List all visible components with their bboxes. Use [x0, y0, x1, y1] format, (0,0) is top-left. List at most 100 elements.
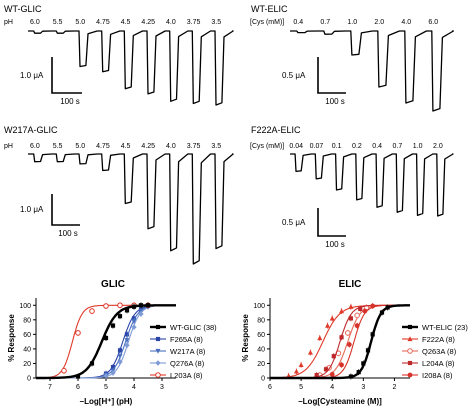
- data-point: [117, 359, 123, 365]
- legend-marker: [155, 336, 161, 342]
- legend-entry: I208A (8): [422, 371, 453, 380]
- fit-curve: [36, 304, 176, 379]
- x-tick-label: 4: [132, 384, 136, 391]
- data-point: [298, 362, 304, 368]
- y-tick-label: 100: [19, 303, 31, 310]
- trace-conc-value: 6.0: [30, 19, 40, 26]
- trace-conc-value: 4.25: [141, 143, 155, 150]
- data-point: [124, 308, 130, 313]
- current-trace: [290, 30, 455, 112]
- data-point: [138, 311, 144, 317]
- trace-conc-value: 4.0: [401, 19, 411, 26]
- data-point: [346, 342, 352, 347]
- legend-marker: [407, 360, 413, 366]
- trace-conc-label: pH: [4, 143, 13, 150]
- scale-bar-current-label: 0.5 μA: [282, 71, 306, 80]
- data-point: [329, 371, 335, 377]
- data-point: [124, 342, 130, 348]
- trace-conc-value: 5.5: [53, 143, 63, 150]
- x-axis-label: –Log[H⁺] (pH): [80, 397, 133, 406]
- current-trace: [28, 153, 234, 265]
- x-axis-label: –Log[Cysteamine (M)]: [298, 397, 382, 406]
- legend-entry: Q276A (8): [170, 359, 205, 368]
- data-point: [354, 323, 360, 329]
- x-tick-label: 6: [268, 384, 272, 391]
- legend-marker: [407, 336, 413, 342]
- x-tick-label: 2: [392, 384, 396, 391]
- scale-bar-time-label: 100 s: [325, 97, 345, 106]
- y-tick-label: 20: [23, 361, 31, 368]
- data-point: [131, 319, 137, 324]
- trace-panel-label: WT-ELIC: [251, 4, 288, 14]
- chart-title: GLIC: [101, 279, 125, 290]
- x-tick-label: 7: [48, 384, 52, 391]
- trace-conc-value: 0.4: [293, 19, 303, 26]
- x-tick-label: 3: [160, 384, 164, 391]
- trace-conc-value: 5.0: [75, 143, 85, 150]
- trace-conc-label: pH: [4, 19, 13, 26]
- data-point: [110, 364, 116, 370]
- data-point: [110, 323, 116, 328]
- trace-conc-value: 0.7: [320, 19, 330, 26]
- trace-conc-value: 2.0: [374, 19, 384, 26]
- fit-curve: [270, 304, 410, 379]
- data-point: [331, 354, 336, 359]
- scale-bar-time-label: 100 s: [60, 97, 80, 106]
- scale-bar: [51, 57, 82, 94]
- data-point: [370, 332, 375, 337]
- trace-conc-value: 6.0: [428, 19, 438, 26]
- trace-conc-value: 3.75: [187, 143, 201, 150]
- legend-marker: [155, 372, 161, 378]
- data-point: [344, 330, 351, 336]
- data-point: [307, 349, 313, 355]
- scale-bar: [51, 194, 80, 226]
- data-point: [325, 322, 331, 328]
- trace-conc-value: 0.4: [372, 143, 382, 150]
- data-point: [361, 361, 366, 366]
- data-point: [131, 324, 137, 330]
- trace-conc-value: 4.5: [121, 19, 131, 26]
- data-point: [339, 335, 344, 340]
- legend-marker: [407, 348, 413, 354]
- data-point: [124, 332, 130, 337]
- data-point: [117, 348, 123, 353]
- legend-entry: WT-ELIC (23): [422, 323, 468, 332]
- trace-conc-value: 6.0: [30, 143, 40, 150]
- scale-bar-current-label: 1.0 μA: [20, 205, 44, 214]
- trace-conc-value: 2.0: [433, 143, 443, 150]
- data-point: [348, 304, 354, 309]
- fit-curve: [35, 304, 176, 379]
- trace-conc-label: [Cys (mM)]: [250, 19, 284, 26]
- fit-curve: [36, 304, 176, 379]
- data-point: [293, 368, 299, 374]
- data-point: [356, 370, 361, 375]
- y-axis-label: % Response: [241, 314, 250, 362]
- chart-title: ELIC: [339, 279, 362, 290]
- scale-bar-current-label: 1.0 μA: [20, 71, 44, 80]
- legend-entry: W217A (8): [170, 347, 206, 356]
- trace-panel-label: WT-GLIC: [4, 4, 42, 14]
- data-point: [117, 302, 123, 309]
- trace-panel-label: F222A-ELIC: [251, 125, 301, 135]
- legend-marker: [407, 324, 413, 330]
- fit-curve: [36, 304, 176, 380]
- trace-conc-value: 4.0: [166, 143, 176, 150]
- legend-marker: [155, 360, 161, 366]
- x-tick-label: 5: [104, 384, 108, 391]
- trace-conc-value: 3.5: [211, 143, 221, 150]
- data-point: [61, 367, 67, 374]
- legend-entry: L203A (8): [170, 371, 203, 380]
- data-point: [131, 304, 137, 309]
- trace-conc-value: 0.7: [393, 143, 403, 150]
- legend-entry: L204A (8): [422, 359, 455, 368]
- data-point: [117, 354, 123, 359]
- trace-conc-value: 4.75: [96, 19, 110, 26]
- data-point: [145, 303, 151, 308]
- scale-bar-current-label: 0.5 μA: [282, 218, 306, 227]
- scale-bar-time-label: 100 s: [325, 240, 345, 249]
- y-tick-label: 100: [253, 303, 265, 310]
- data-point: [370, 303, 376, 309]
- trace-conc-value: 0.2: [352, 143, 362, 150]
- legend-entry: Q263A (8): [422, 347, 457, 356]
- data-point: [75, 330, 81, 336]
